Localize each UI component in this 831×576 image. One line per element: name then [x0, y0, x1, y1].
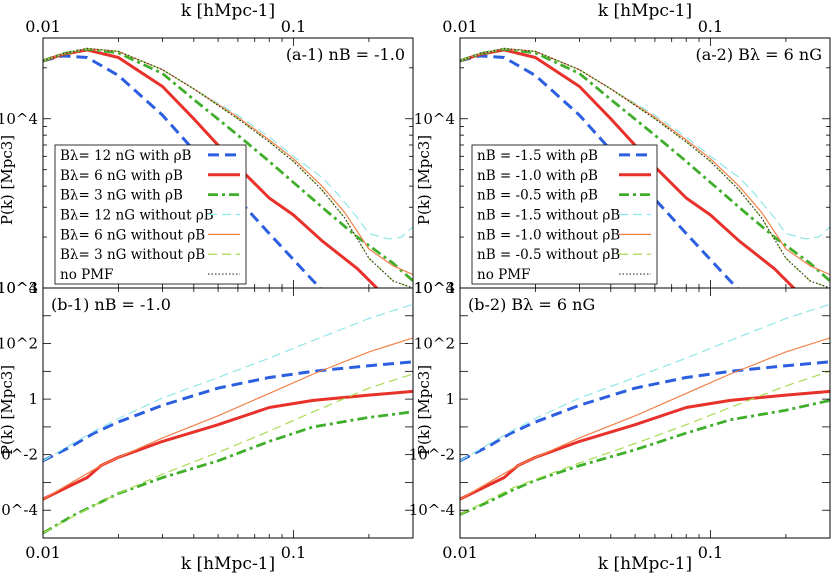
series-line-b1-4 [43, 337, 413, 500]
y-tick-label-a2: 10^3 [414, 279, 455, 297]
series-line-b1-2 [43, 410, 413, 535]
legend-label-a2-2: nB = -0.5 with ρB [477, 188, 598, 204]
y-tick-label-b1: 10^-2 [0, 446, 38, 464]
series-line-a1-6 [43, 47, 413, 288]
legend-label-a1-2: Bλ= 3 nG with ρB [60, 188, 183, 204]
x-tick-label-b2: 0.1 [698, 543, 723, 562]
bottom-x-axis-label-left: k [hMpc-1] [181, 554, 275, 574]
bottom-x-axis-label-right: k [hMpc-1] [598, 554, 692, 574]
y-tick-label-a2: 10^4 [414, 110, 455, 128]
x-tick-label-a2: 0.01 [442, 17, 478, 36]
x-tick-label-a2: 0.1 [698, 17, 723, 36]
series-line-b2-0 [460, 360, 830, 463]
legend-label-a1-4: Bλ= 6 nG without ρB [60, 227, 205, 243]
legend-label-a1-6: no PMF [60, 267, 113, 283]
x-tick-label-b2: 0.01 [442, 543, 478, 562]
series-line-b1-1 [43, 389, 413, 501]
legend-label-a1-3: Bλ= 12 nG without ρB [60, 208, 214, 224]
panel-annotation-b1: (b-1) nB = -1.0 [51, 295, 171, 314]
series-line-b1-0 [43, 360, 413, 463]
y-tick-label-b2: 10^-2 [409, 446, 455, 464]
series-line-a2-5 [460, 47, 830, 288]
legend-a2: nB = -1.5 with ρB nB = -1.0 with ρB nB = -… [471, 144, 658, 285]
series-line-b2-3 [460, 303, 830, 462]
panel-a1: 0.01 0.110^410^3(a-1) nB = -1.0Bλ= 12 nG … [0, 17, 414, 297]
series-line-a1-4 [43, 47, 413, 276]
panel-annotation-b2: (b-2) Bλ = 6 nG [468, 295, 595, 314]
y-tick-label-b2: 10^-4 [409, 501, 455, 519]
plot-frame-b1 [42, 287, 414, 539]
x-tick-label-a1: 0.01 [25, 17, 61, 36]
plot-frame-b2 [459, 287, 831, 539]
panel-b2: 0.01 0.1 10^4 10^2 1 10^-2 10^-4 (b-2) Bλ = 6 n… [409, 279, 831, 562]
x-tick-label-b1: 0.01 [25, 543, 61, 562]
series-line-b2-5 [460, 370, 830, 516]
x-tick-label-a1: 0.1 [281, 17, 306, 36]
y-axis-label-b1: P(k) [Mpc3] [0, 365, 16, 455]
x-tick-label-b1: 0.1 [281, 543, 306, 562]
y-tick-label-b1: 10^-4 [0, 501, 38, 519]
y-tick-label-a1: 10^4 [0, 110, 38, 128]
series-group-b2 [460, 303, 830, 516]
y-axis-label-b2: P(k) [Mpc3] [415, 365, 433, 455]
series-line-a1-5 [43, 47, 413, 288]
panel-b1: 0.01 0.1 10^4 10^2 1 10^-2 10^-4 (b-1) nB = -1.… [0, 279, 414, 562]
series-line-a2-6 [460, 47, 830, 288]
legend-label-a1-0: Bλ= 12 nG with ρB [60, 148, 192, 164]
y-tick-label-a1: 10^3 [0, 279, 38, 297]
y-tick-label-b2: 1 [445, 390, 455, 408]
series-line-b2-2 [460, 399, 830, 516]
legend-a1: Bλ= 12 nG with ρB Bλ= 6 nG with ρB Bλ= 3 n… [54, 144, 247, 285]
y-axis-label-a1: P(k) [Mpc3] [0, 135, 16, 225]
y-tick-label-b1: 10^4 [0, 279, 38, 297]
y-tick-label-b2: 10^4 [414, 279, 455, 297]
legend-label-a2-0: nB = -1.5 with ρB [477, 148, 598, 164]
legend-label-a2-4: nB = -1.0 without ρB [477, 227, 620, 243]
top-x-axis-label-left: k [hMpc-1] [181, 1, 275, 21]
series-line-a2-4 [460, 47, 830, 276]
y-tick-label-b2: 10^2 [414, 335, 455, 353]
series-line-b1-3 [43, 303, 413, 462]
legend-label-a2-1: nB = -1.0 with ρB [477, 168, 598, 184]
y-axis-label-a2: P(k) [Mpc3] [415, 135, 433, 225]
panel-annotation-a2: (a-2) Bλ = 6 nG [695, 45, 822, 64]
legend-label-a2-6: no PMF [477, 267, 530, 283]
y-tick-label-b1: 1 [28, 390, 38, 408]
legend-label-a2-3: nB = -1.5 without ρB [477, 208, 620, 224]
panel-annotation-a1: (a-1) nB = -1.0 [286, 45, 405, 64]
series-line-b1-5 [43, 373, 413, 534]
top-x-axis-label-right: k [hMpc-1] [598, 1, 692, 21]
series-line-b2-1 [460, 389, 830, 501]
series-line-b2-4 [460, 337, 830, 500]
legend-label-a1-1: Bλ= 6 nG with ρB [60, 168, 183, 184]
y-tick-label-b1: 10^2 [0, 335, 38, 353]
series-group-b1 [43, 303, 413, 535]
legend-label-a1-5: Bλ= 3 nG without ρB [60, 247, 205, 263]
legend-label-a2-5: nB = -0.5 without ρB [477, 247, 620, 263]
